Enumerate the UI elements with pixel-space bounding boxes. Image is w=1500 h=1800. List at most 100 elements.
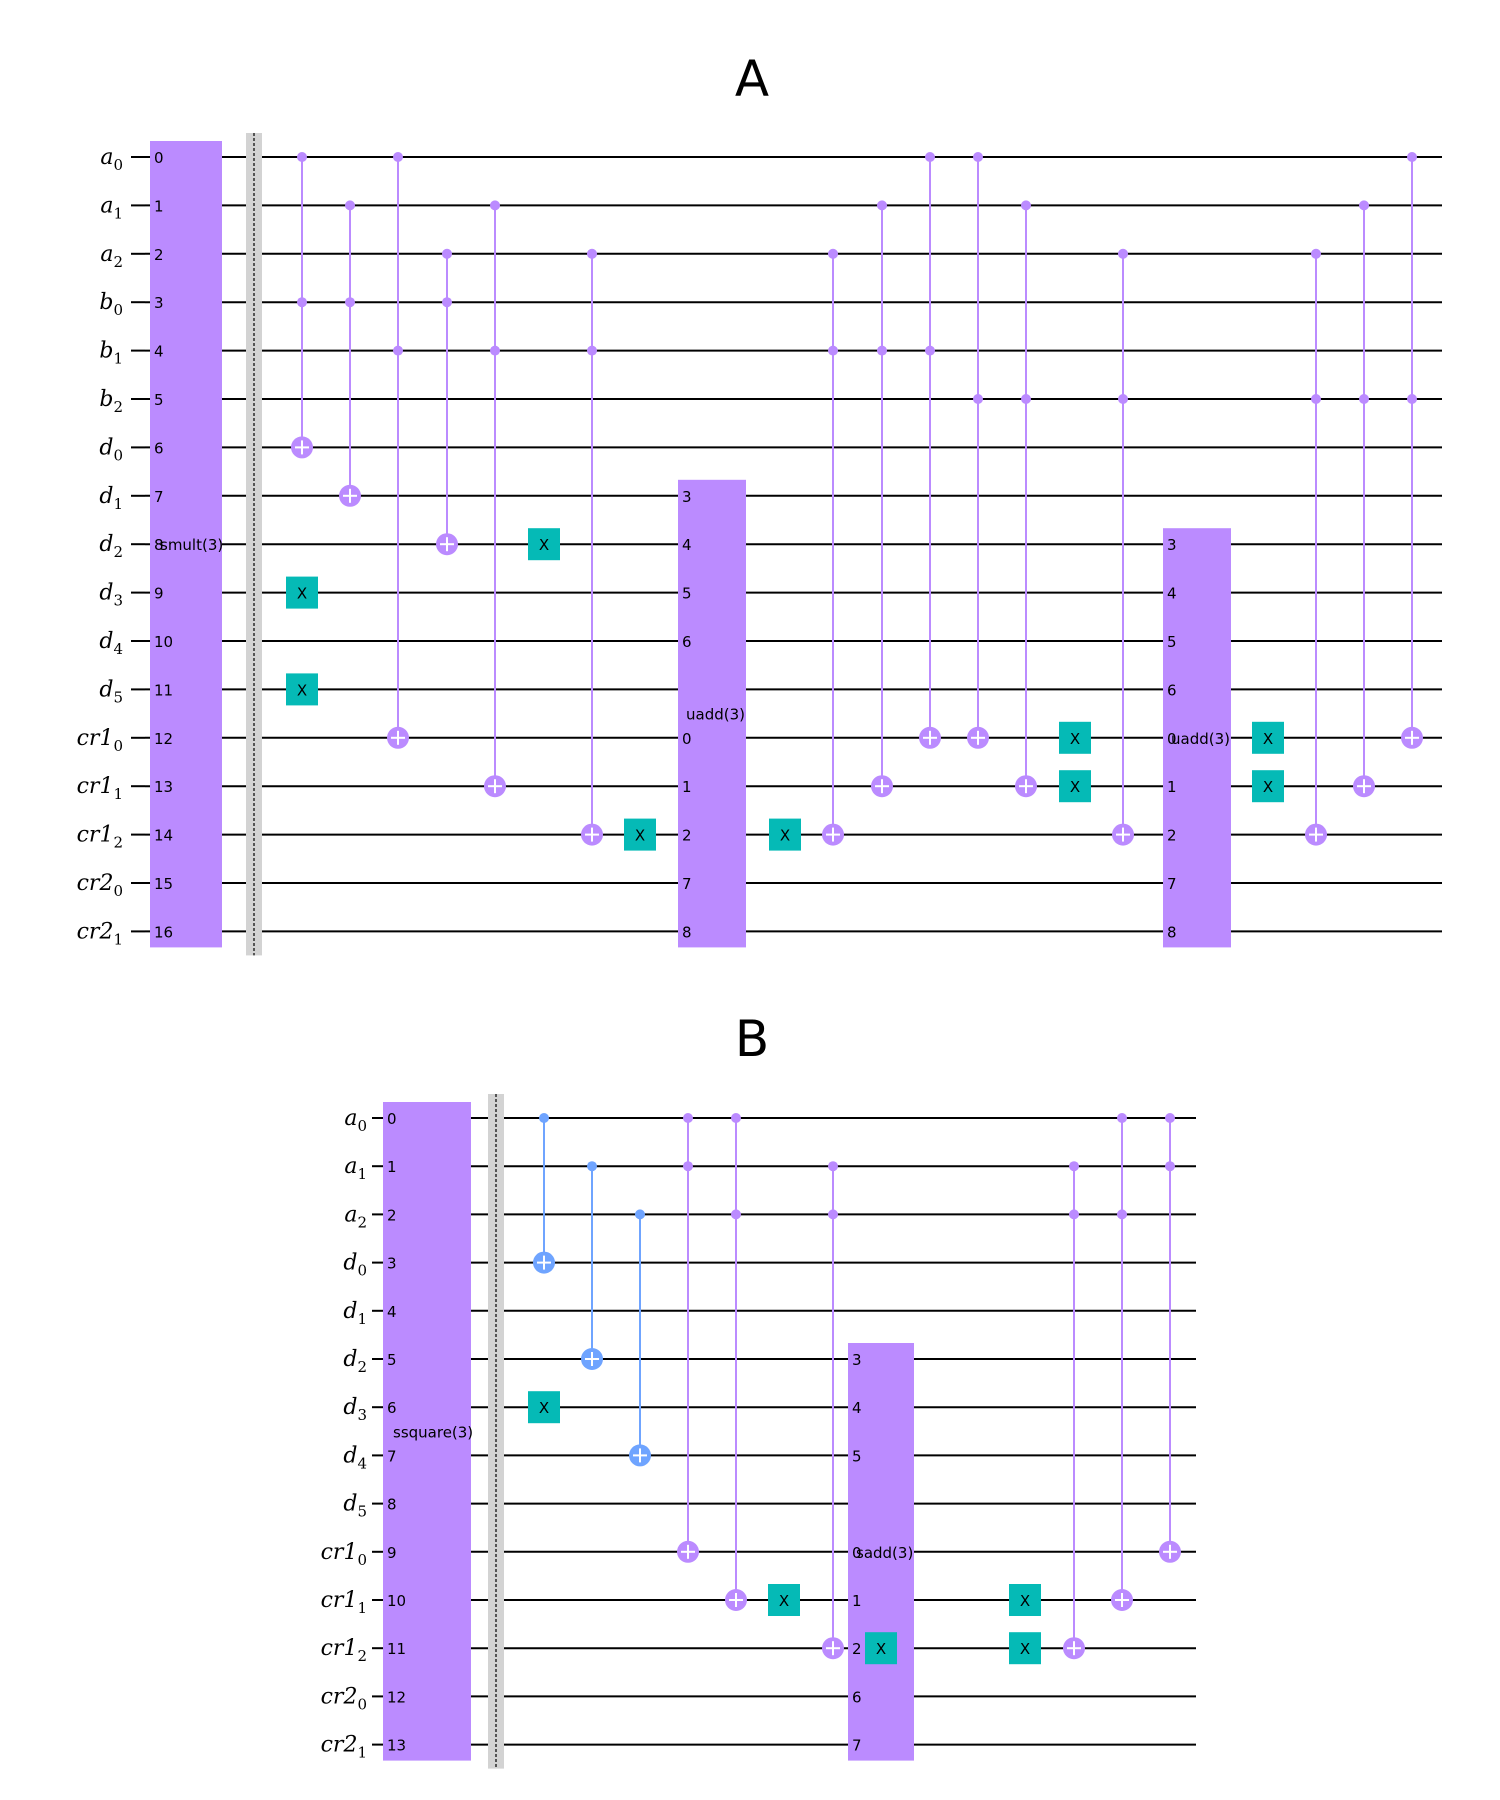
block-qubit-index: 1 xyxy=(852,1592,862,1610)
x-gate-label: X xyxy=(1263,730,1273,748)
x-gate xyxy=(1009,1632,1041,1665)
qubit-label: d2 xyxy=(343,1347,367,1376)
x-gate-label: X xyxy=(635,827,645,845)
x-gate xyxy=(1252,721,1284,754)
qubit-label: d0 xyxy=(99,435,123,464)
qubit-label: cr20 xyxy=(321,1684,367,1713)
control-dot xyxy=(345,200,355,211)
block-qubit-index: 3 xyxy=(682,488,692,506)
control-dot xyxy=(490,345,500,356)
block-qubit-index: 0 xyxy=(387,1110,397,1128)
block-qubit-index: 2 xyxy=(852,1640,862,1658)
control-dot xyxy=(1311,394,1321,404)
control-dot xyxy=(1359,200,1369,211)
control-dot xyxy=(973,394,983,404)
block-qubit-index: 9 xyxy=(387,1544,397,1562)
qubit-label: a0 xyxy=(100,145,123,174)
block-qubit-index: 0 xyxy=(1167,730,1177,748)
qubit-label: d5 xyxy=(99,677,123,706)
block-qubit-index: 10 xyxy=(154,633,173,651)
x-gate xyxy=(768,1584,800,1616)
qubit-label: b1 xyxy=(99,339,123,368)
qubit-label: d4 xyxy=(343,1443,367,1472)
block-label: ssquare(3) xyxy=(393,1423,473,1441)
block-qubit-index: 11 xyxy=(387,1640,406,1658)
block-qubit-index: 12 xyxy=(154,730,173,748)
block-label: uadd(3) xyxy=(686,706,745,724)
control-dot xyxy=(828,345,838,356)
qubit-label: cr11 xyxy=(77,774,123,803)
block-qubit-index: 8 xyxy=(1167,923,1177,941)
control-dot xyxy=(297,152,307,162)
x-gate xyxy=(528,528,560,561)
qubit-label: cr10 xyxy=(321,1540,367,1569)
block-qubit-index: 6 xyxy=(154,439,164,457)
block-qubit-index: 1 xyxy=(387,1158,397,1176)
control-dot xyxy=(1117,1209,1127,1220)
x-gate xyxy=(769,818,801,851)
block-qubit-index: 1 xyxy=(682,778,692,796)
qubit-label: a0 xyxy=(344,1106,367,1135)
control-dot xyxy=(1165,1161,1175,1172)
control-dot xyxy=(973,152,983,162)
x-gate xyxy=(528,1391,560,1424)
x-gate xyxy=(286,673,318,706)
control-dot xyxy=(877,200,887,211)
control-dot xyxy=(731,1113,741,1123)
block-qubit-index: 3 xyxy=(387,1255,397,1273)
control-dot xyxy=(925,345,935,356)
qubit-label: cr21 xyxy=(77,919,123,948)
block-qubit-index: 11 xyxy=(154,681,173,699)
control-dot xyxy=(635,1209,645,1220)
qubit-label: d1 xyxy=(343,1299,367,1328)
panel-a: A a0 a1 a2 b0 b1 b2 d0 d1 d2 d3 d4 d5 cr10 cr11 cr12 cr… xyxy=(77,50,1442,956)
subcircuit-block xyxy=(1163,528,1231,948)
control-dot xyxy=(731,1209,741,1220)
x-gate xyxy=(1252,770,1284,803)
x-gate-label: X xyxy=(876,1640,886,1658)
block-qubit-index: 4 xyxy=(1167,585,1177,603)
control-dot xyxy=(1118,394,1128,404)
block-qubit-index: 2 xyxy=(387,1206,397,1224)
block-qubit-index: 3 xyxy=(852,1351,862,1369)
block-qubit-index: 5 xyxy=(852,1447,862,1465)
qubit-label: cr10 xyxy=(77,726,123,755)
x-gate-label: X xyxy=(1020,1592,1030,1610)
block-qubit-index: 8 xyxy=(387,1496,397,1514)
control-dot xyxy=(1407,394,1417,404)
qubit-label: d2 xyxy=(99,532,123,561)
control-dot xyxy=(683,1161,693,1172)
block-qubit-index: 3 xyxy=(154,294,164,312)
block-qubit-index: 13 xyxy=(154,778,173,796)
block-qubit-index: 2 xyxy=(682,827,692,845)
qubit-label: a1 xyxy=(344,1154,367,1183)
x-gate-label: X xyxy=(539,536,549,554)
block-qubit-index: 10 xyxy=(387,1592,406,1610)
panel-b: B a0 a1 a2 d0 d1 d2 d3 d4 d5 cr10 cr11 cr12 cr20 cr21… xyxy=(321,1010,1196,1769)
block-qubit-index: 8 xyxy=(154,536,164,554)
block-qubit-index: 7 xyxy=(387,1447,397,1465)
block-qubit-index: 4 xyxy=(154,343,164,361)
control-dot xyxy=(1359,394,1369,404)
control-dot xyxy=(1021,394,1031,404)
control-dot xyxy=(587,1161,597,1172)
block-qubit-index: 1 xyxy=(1167,778,1177,796)
x-gate xyxy=(286,576,318,609)
control-dot xyxy=(683,1113,693,1123)
control-dot xyxy=(1311,248,1321,259)
control-dot xyxy=(1117,1113,1127,1123)
subcircuit-block xyxy=(383,1102,471,1761)
block-qubit-index: 0 xyxy=(682,730,692,748)
block-qubit-index: 5 xyxy=(682,585,692,603)
control-dot xyxy=(1069,1209,1079,1220)
block-qubit-index: 14 xyxy=(154,827,173,845)
x-gate xyxy=(865,1632,897,1665)
block-label: uadd(3) xyxy=(1171,730,1230,748)
block-qubit-index: 4 xyxy=(852,1399,862,1417)
subcircuit-block xyxy=(848,1343,914,1761)
x-gate-label: X xyxy=(1020,1640,1030,1658)
block-qubit-index: 16 xyxy=(154,923,173,941)
panel-b-title: B xyxy=(735,1010,769,1068)
block-qubit-index: 9 xyxy=(154,585,164,603)
